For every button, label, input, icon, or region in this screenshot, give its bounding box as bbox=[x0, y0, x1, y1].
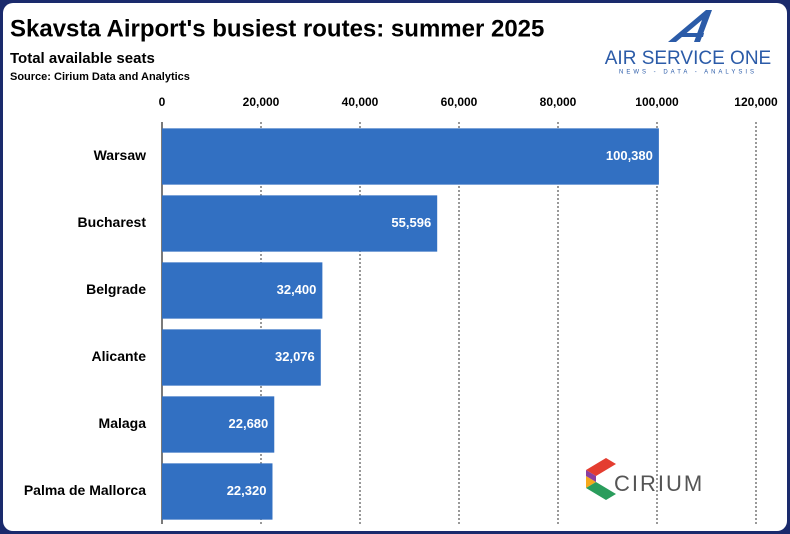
bar bbox=[162, 195, 438, 252]
y-tick-label: Alicante bbox=[92, 348, 147, 364]
bar bbox=[162, 329, 321, 386]
x-tick-label: 60,000 bbox=[441, 95, 478, 109]
y-tick-label: Warsaw bbox=[94, 147, 147, 163]
cirium-text: CIRIUM bbox=[614, 471, 704, 496]
logo-tagline: NEWS - DATA - ANALYSIS bbox=[619, 70, 757, 76]
x-tick-label: 120,000 bbox=[734, 95, 778, 109]
value-label: 22,680 bbox=[229, 416, 269, 431]
x-tick-label: 80,000 bbox=[540, 95, 577, 109]
value-label: 32,076 bbox=[275, 349, 315, 364]
icon-shape bbox=[586, 470, 596, 482]
value-label: 32,400 bbox=[277, 282, 317, 297]
y-tick-label: Bucharest bbox=[78, 214, 147, 230]
icon-shape bbox=[586, 458, 616, 476]
icon-shape bbox=[586, 476, 596, 488]
chart-source: Source: Cirium Data and Analytics bbox=[10, 71, 190, 83]
y-tick-label: Belgrade bbox=[86, 281, 146, 297]
logo-text: AIR SERVICE ONE bbox=[605, 48, 771, 69]
y-tick-label: Malaga bbox=[99, 415, 147, 431]
bar bbox=[162, 128, 659, 185]
chart-subtitle: Total available seats bbox=[10, 50, 155, 67]
x-tick-label: 100,000 bbox=[635, 95, 679, 109]
chart-title: Skavsta Airport's busiest routes: summer… bbox=[10, 15, 544, 42]
bar bbox=[162, 396, 275, 453]
x-tick-label: 20,000 bbox=[243, 95, 280, 109]
value-label: 100,380 bbox=[606, 148, 653, 163]
icon-shape bbox=[586, 482, 616, 500]
value-label: 55,596 bbox=[391, 215, 431, 230]
x-tick-label: 0 bbox=[159, 95, 166, 109]
y-tick-label: Palma de Mallorca bbox=[24, 482, 146, 498]
bar bbox=[162, 262, 323, 319]
bar bbox=[162, 463, 273, 520]
logo-icon bbox=[668, 10, 712, 42]
value-label: 22,320 bbox=[227, 483, 267, 498]
x-tick-label: 40,000 bbox=[342, 95, 379, 109]
cirium-icon bbox=[586, 458, 616, 500]
